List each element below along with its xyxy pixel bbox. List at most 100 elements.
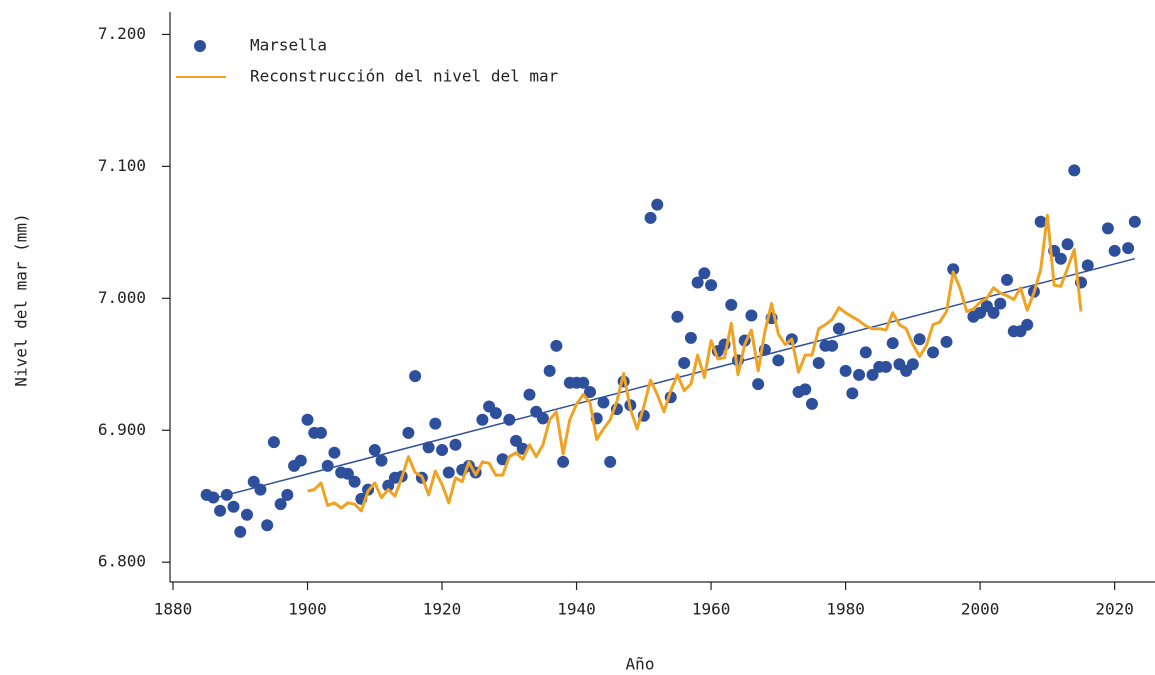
data-point [240, 508, 253, 521]
data-line [307, 213, 1083, 513]
data-point [577, 376, 590, 389]
x-tick-label: 1960 [692, 600, 731, 619]
data-point [725, 298, 738, 311]
data-point [1101, 222, 1114, 235]
data-point [839, 364, 852, 377]
data-point [207, 491, 220, 504]
data-point [987, 306, 1000, 319]
data-point [503, 413, 516, 426]
x-tick-label: 2020 [1095, 600, 1134, 619]
data-point [1108, 244, 1121, 257]
data-point [691, 276, 704, 289]
x-tick-label: 1880 [154, 600, 193, 619]
data-point [597, 396, 610, 409]
x-tick-label: 2000 [961, 600, 1000, 619]
data-point [1128, 215, 1141, 228]
data-point [927, 346, 940, 359]
data-point [442, 466, 455, 479]
data-point [557, 455, 570, 468]
data-point [832, 322, 845, 335]
data-point [382, 479, 395, 492]
data-point [341, 467, 354, 480]
data-point [234, 525, 247, 538]
data-point [947, 263, 960, 276]
data-point [348, 475, 361, 488]
data-point [684, 331, 697, 344]
data-point [698, 267, 711, 280]
data-point [1081, 259, 1094, 272]
data-point [261, 519, 274, 532]
data-point [543, 364, 556, 377]
data-point [584, 386, 597, 398]
data-point [1021, 318, 1034, 331]
data-point [267, 436, 280, 449]
data-point [375, 454, 388, 467]
data-point [220, 488, 233, 501]
data-point [906, 358, 919, 371]
data-point [294, 454, 307, 467]
data-point [1061, 238, 1074, 251]
data-point [1068, 164, 1081, 177]
data-point [436, 444, 449, 457]
data-point [745, 309, 758, 322]
data-point [449, 438, 462, 451]
x-tick-label: 1900 [288, 600, 327, 619]
data-point [994, 297, 1007, 310]
data-point [859, 346, 872, 359]
y-tick-label: 7.100 [98, 156, 146, 175]
data-point [846, 387, 859, 400]
legend-marker [194, 40, 206, 52]
data-point [422, 441, 435, 454]
data-point [550, 339, 563, 352]
data-point [429, 417, 442, 430]
legend-label: Marsella [250, 36, 327, 55]
x-axis-label: Año [626, 655, 655, 674]
data-point [328, 446, 341, 459]
data-point [489, 407, 502, 420]
data-point [254, 483, 267, 496]
data-point [247, 475, 260, 488]
data-point [227, 500, 240, 513]
y-tick-label: 7.000 [98, 288, 146, 307]
data-point [678, 356, 691, 369]
data-point [536, 412, 549, 425]
data-point [214, 504, 227, 517]
data-point [826, 339, 839, 352]
data-point [1034, 215, 1047, 228]
y-axis-label: Nivel del mar (mm) [12, 213, 31, 386]
data-point [281, 488, 294, 501]
data-point [314, 426, 327, 439]
data-point [644, 211, 657, 224]
data-point [866, 368, 879, 381]
data-point [671, 310, 684, 323]
data-point [604, 455, 617, 468]
data-point [879, 360, 892, 373]
data-point [772, 354, 785, 367]
data-point [476, 413, 489, 426]
data-point [321, 459, 334, 472]
data-point [705, 279, 718, 292]
data-point [368, 444, 381, 457]
y-tick-label: 7.200 [98, 24, 146, 43]
data-point [651, 198, 664, 211]
data-point [496, 453, 509, 466]
data-point [1122, 242, 1135, 255]
data-point [523, 388, 536, 401]
data-point [913, 333, 926, 346]
data-point [805, 397, 818, 410]
data-point [886, 337, 899, 350]
y-tick-label: 6.800 [98, 552, 146, 571]
y-tick-label: 6.900 [98, 420, 146, 439]
data-point [301, 413, 314, 426]
data-point [1054, 252, 1067, 265]
x-tick-label: 1980 [826, 600, 865, 619]
data-point [510, 434, 523, 447]
data-point [940, 335, 953, 348]
data-point [812, 356, 825, 369]
trend-line [206, 257, 1135, 501]
x-tick-label: 1940 [557, 600, 596, 619]
x-tick-label: 1920 [423, 600, 462, 619]
legend-label: Reconstrucción del nivel del mar [250, 67, 559, 86]
data-point [274, 498, 287, 511]
